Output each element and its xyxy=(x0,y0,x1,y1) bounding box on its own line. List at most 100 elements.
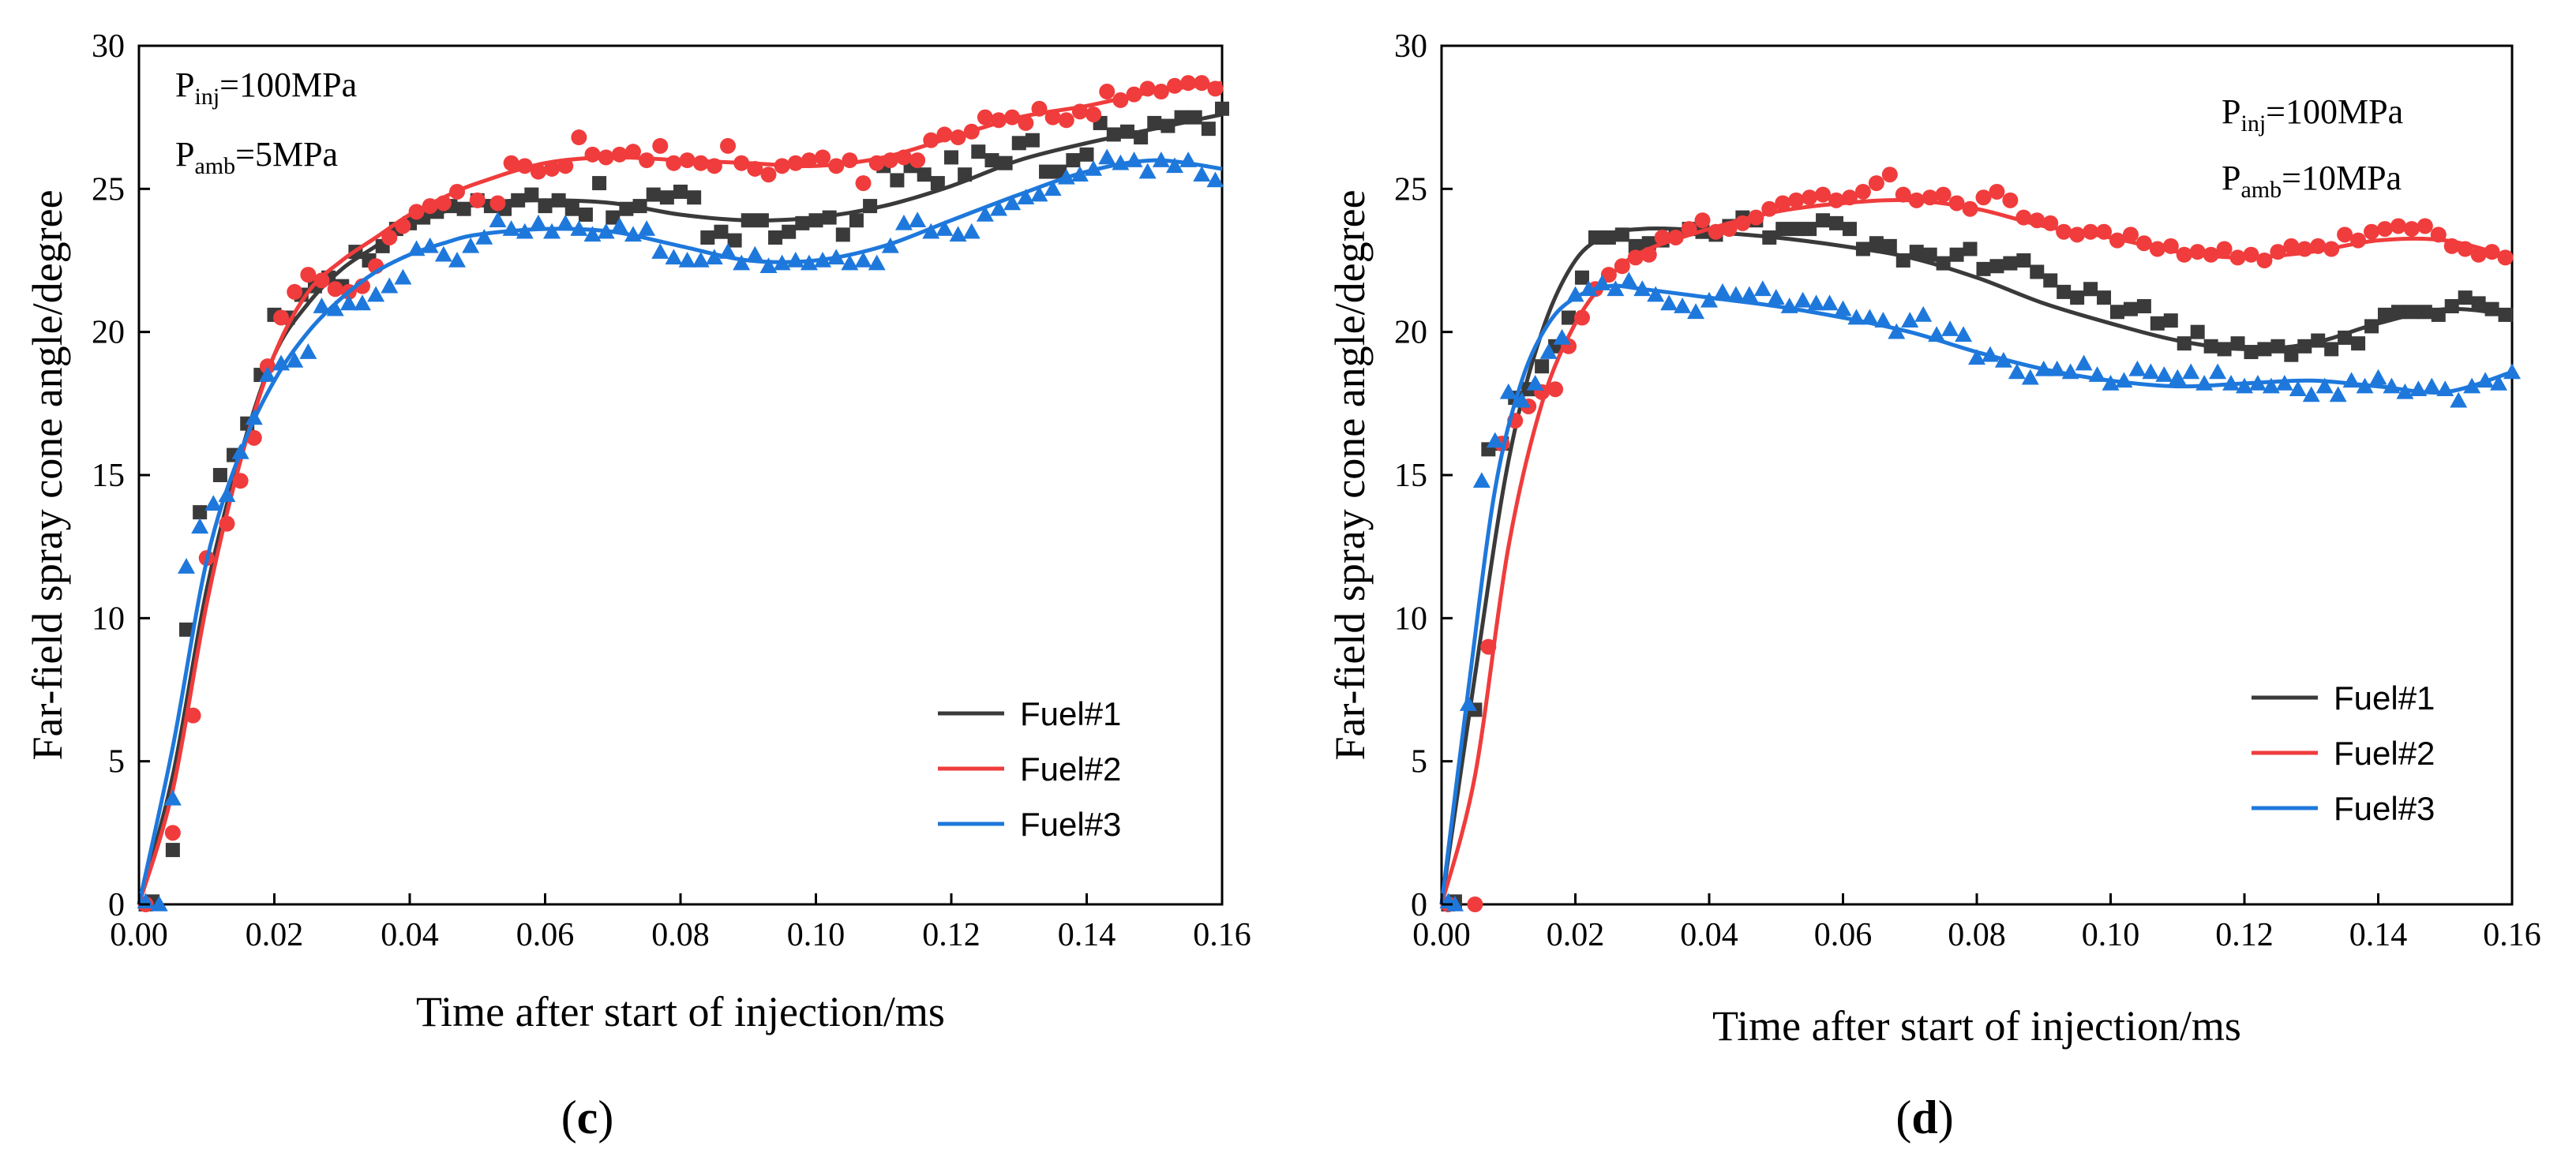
data-point xyxy=(1647,286,1665,302)
data-point xyxy=(2337,226,2353,243)
data-point xyxy=(2377,307,2392,322)
data-point xyxy=(273,309,290,326)
data-point xyxy=(193,505,208,520)
data-point xyxy=(1941,320,1959,336)
data-point xyxy=(286,351,304,368)
data-point xyxy=(2403,221,2420,238)
data-point xyxy=(1767,289,1785,305)
annotation-block: Pinj=100MPa Pamb=10MPa xyxy=(2222,92,2403,203)
data-point xyxy=(1039,164,1054,179)
panel-label-letter: c xyxy=(577,1091,598,1143)
data-point xyxy=(2075,354,2093,371)
data-point xyxy=(849,213,864,228)
data-point xyxy=(1138,163,1157,179)
series-fuel1 xyxy=(1439,210,2513,911)
y-tick-label: 15 xyxy=(92,458,125,494)
x-tick-label: 0.12 xyxy=(922,917,981,953)
data-point xyxy=(1562,310,1577,325)
data-point xyxy=(1025,133,1040,148)
data-point xyxy=(1881,167,1898,183)
data-point xyxy=(1914,305,1933,322)
y-tick-label: 25 xyxy=(92,171,125,208)
y-tick-label: 15 xyxy=(1394,458,1427,494)
data-point xyxy=(678,252,696,268)
data-point xyxy=(894,214,913,230)
series-layer xyxy=(137,75,1229,912)
data-point xyxy=(666,155,682,171)
data-point xyxy=(720,137,737,154)
data-point xyxy=(638,220,656,236)
data-point xyxy=(746,245,764,262)
data-point xyxy=(1775,222,1790,237)
data-point xyxy=(768,230,783,245)
data-point xyxy=(538,199,553,214)
x-tick-label: 0.04 xyxy=(381,917,439,953)
data-point xyxy=(1815,186,1832,203)
data-point xyxy=(1513,391,1531,408)
fit-line xyxy=(1439,283,2513,905)
data-point xyxy=(2070,290,2085,305)
data-point xyxy=(583,226,602,242)
data-point xyxy=(2030,264,2045,279)
data-point xyxy=(984,153,999,168)
data-point xyxy=(2021,369,2039,385)
y-tick-label: 10 xyxy=(1394,601,1427,637)
data-point xyxy=(1003,194,1022,211)
data-point xyxy=(1098,148,1116,165)
data-point xyxy=(246,429,262,446)
condition-label: Pamb=5MPa xyxy=(175,135,338,179)
panel-label: (c) xyxy=(561,1091,614,1143)
data-point xyxy=(2458,290,2473,305)
legend-item: Fuel#2 xyxy=(2252,735,2435,772)
y-tick-label: 10 xyxy=(92,601,125,637)
data-point xyxy=(610,217,628,234)
data-point xyxy=(1868,175,1884,192)
data-point xyxy=(733,254,751,271)
data-point xyxy=(258,366,276,382)
data-point xyxy=(1955,326,1973,342)
data-point xyxy=(163,789,182,806)
data-point xyxy=(212,468,227,482)
data-point xyxy=(313,298,331,313)
data-point xyxy=(2364,223,2380,240)
data-point xyxy=(2236,377,2253,394)
data-point xyxy=(2262,377,2280,394)
series-layer xyxy=(1439,167,2521,912)
data-point xyxy=(2369,369,2387,385)
data-point xyxy=(571,129,587,146)
panel-label: (d) xyxy=(1895,1091,1953,1143)
data-point xyxy=(1922,247,1937,262)
data-point xyxy=(787,155,804,171)
data-point xyxy=(2209,363,2227,380)
legend-label: Fuel#1 xyxy=(1020,695,1121,732)
x-tick-label: 0.00 xyxy=(110,917,168,953)
y-tick-label: 30 xyxy=(92,28,125,65)
data-point xyxy=(204,495,223,511)
data-point xyxy=(339,294,358,311)
x-axis-title: Time after start of injection/ms xyxy=(1712,1002,2241,1050)
series-fuel3 xyxy=(137,148,1224,911)
data-point xyxy=(835,227,850,242)
data-point xyxy=(1099,84,1116,100)
data-point xyxy=(782,224,797,239)
data-point xyxy=(164,825,181,841)
data-point xyxy=(1854,183,1871,200)
y-tick-label: 20 xyxy=(1394,315,1427,351)
x-tick-label: 0.10 xyxy=(2082,917,2140,953)
data-point xyxy=(815,149,831,166)
data-point xyxy=(543,223,561,239)
data-point xyxy=(976,205,994,222)
chart-panel-d: 0.00 0.02 0.04 0.06 0.08 0.10 0.12 0.14 0.16 0 5 10… xyxy=(1326,28,2541,1143)
data-point xyxy=(2097,290,2112,305)
data-point xyxy=(909,152,926,169)
legend-label: Fuel#3 xyxy=(1020,806,1121,843)
data-point xyxy=(2016,253,2031,268)
condition-label: Pinj=100MPa xyxy=(2222,92,2403,137)
legend-label: Fuel#1 xyxy=(2334,679,2435,717)
data-point xyxy=(489,195,506,211)
data-point xyxy=(2008,363,2026,380)
data-point xyxy=(381,277,399,294)
data-point xyxy=(367,286,385,302)
data-point xyxy=(489,211,507,228)
y-tick-label: 5 xyxy=(1411,744,1427,780)
